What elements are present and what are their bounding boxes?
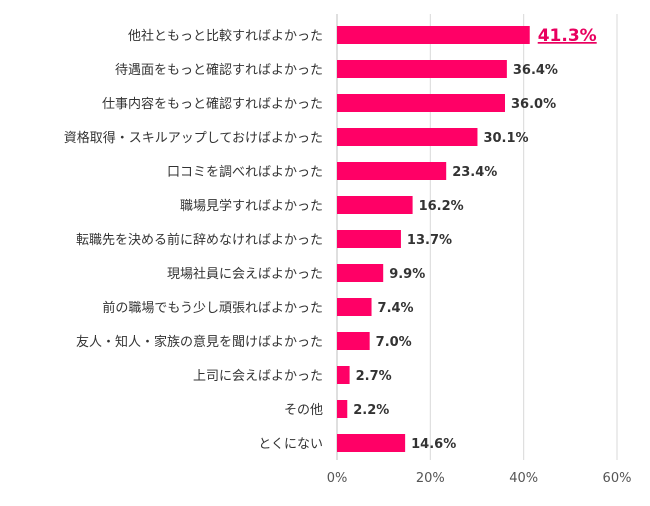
value-label: 36.4% xyxy=(513,63,558,78)
value-label: 36.0% xyxy=(511,97,556,112)
value-label: 13.7% xyxy=(407,233,452,248)
value-label: 7.4% xyxy=(378,301,414,316)
category-label: 転職先を決める前に辞めなければよかった xyxy=(76,232,323,248)
bars xyxy=(337,26,530,452)
highlighted-value-label: 41.3% xyxy=(538,26,597,46)
x-tick-label: 20% xyxy=(416,471,445,486)
bar xyxy=(337,366,350,384)
bar xyxy=(337,298,372,316)
category-label: 他社ともっと比較すればよかった xyxy=(128,28,323,44)
bar xyxy=(337,128,478,146)
category-label: 資格取得・スキルアップしておけばよかった xyxy=(64,130,323,146)
bar xyxy=(337,94,505,112)
category-labels: 他社ともっと比較すればよかった待遇面をもっと確認すればよかった仕事内容をもっと確… xyxy=(64,28,323,452)
category-label: 口コミを調べればよかった xyxy=(167,165,323,180)
x-tick-label: 40% xyxy=(509,471,538,486)
value-label: 9.9% xyxy=(389,267,425,282)
value-labels: 41.3% 36.4% 36.0% 30.1% 23.4% 16.2% 13.7% 9.9% 7… xyxy=(353,26,596,452)
bar xyxy=(337,196,413,214)
bar xyxy=(337,434,406,452)
category-label: 友人・知人・家族の意見を聞けばよかった xyxy=(76,334,323,350)
bar xyxy=(337,264,384,282)
bar xyxy=(337,26,530,44)
value-label: 7.0% xyxy=(376,335,412,350)
bar xyxy=(337,230,401,248)
category-label: とくにない xyxy=(258,437,323,452)
bar xyxy=(337,332,370,350)
value-label: 2.7% xyxy=(356,369,392,384)
bar xyxy=(337,162,447,180)
value-label: 16.2% xyxy=(419,199,464,214)
x-tick-label: 60% xyxy=(603,471,632,486)
bar xyxy=(337,400,348,418)
value-label: 30.1% xyxy=(483,131,528,146)
x-tick-label: 0% xyxy=(327,471,348,486)
category-label: 待遇面をもっと確認すればよかった xyxy=(115,62,323,78)
value-label: 23.4% xyxy=(452,165,497,180)
value-label: 14.6% xyxy=(411,437,456,452)
category-label: 職場見学すればよかった xyxy=(180,198,323,214)
value-label: 2.2% xyxy=(353,403,389,418)
category-label: 前の職場でもう少し頑張ればよかった xyxy=(102,300,323,316)
category-label: 現場社員に会えばよかった xyxy=(167,266,323,282)
category-label: その他 xyxy=(284,403,323,418)
bar xyxy=(337,60,507,78)
category-label: 上司に会えばよかった xyxy=(193,369,323,384)
category-label: 仕事内容をもっと確認すればよかった xyxy=(102,96,323,112)
x-axis-ticks: 0% 20% 40% 60% xyxy=(327,471,632,486)
